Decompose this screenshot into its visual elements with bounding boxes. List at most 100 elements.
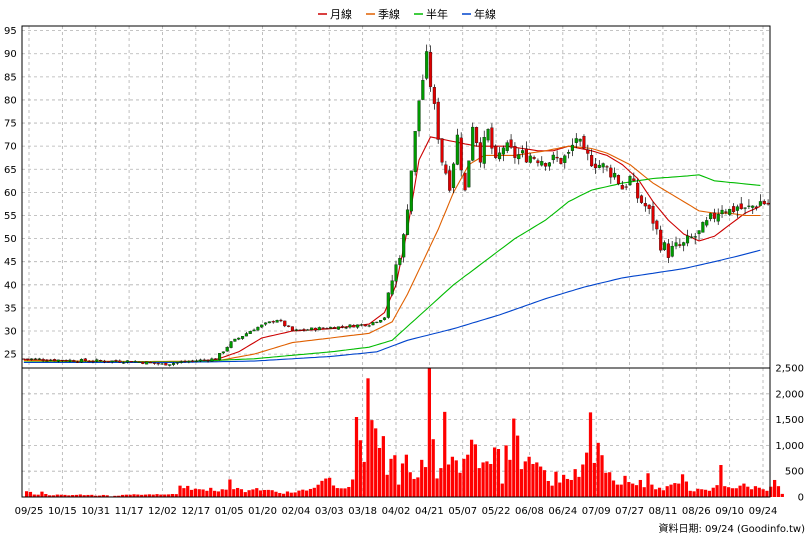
candle-body bbox=[659, 229, 663, 251]
candle-body bbox=[405, 209, 410, 235]
candle-body bbox=[141, 361, 145, 364]
volume-bar bbox=[719, 465, 723, 497]
volume-bar bbox=[504, 445, 508, 497]
legend-label-1: 季線 bbox=[378, 7, 400, 21]
volume-bar bbox=[508, 459, 512, 497]
volume-bar bbox=[293, 492, 297, 497]
volume-bar bbox=[151, 494, 155, 497]
volume-bar bbox=[163, 494, 167, 497]
volume-bar bbox=[404, 454, 408, 497]
volume-tick-label: 500 bbox=[785, 467, 804, 478]
candle-body bbox=[26, 358, 30, 360]
volume-bar bbox=[473, 444, 478, 497]
volume-bar bbox=[182, 488, 186, 497]
volume-bar bbox=[28, 491, 33, 497]
volume-bar bbox=[166, 494, 171, 497]
candle-body bbox=[214, 358, 218, 360]
candle-body bbox=[179, 361, 183, 363]
candle-body bbox=[333, 327, 337, 330]
volume-bar bbox=[558, 482, 562, 497]
volume-bar bbox=[454, 460, 458, 497]
volume-bar bbox=[650, 484, 654, 497]
volume-bar bbox=[193, 488, 198, 497]
volume-bar bbox=[726, 487, 731, 497]
candle-body bbox=[475, 127, 479, 144]
candle-body bbox=[306, 329, 310, 331]
volume-bar bbox=[519, 469, 524, 497]
candle-body bbox=[567, 152, 571, 154]
candle-body bbox=[168, 364, 172, 366]
candle-body bbox=[325, 328, 329, 330]
candle-body bbox=[329, 327, 333, 329]
candle-body bbox=[137, 361, 141, 363]
volume-bar bbox=[105, 495, 109, 497]
volume-bar bbox=[270, 490, 274, 497]
legend-label-0: 月線 bbox=[330, 7, 352, 21]
volume-bar bbox=[71, 495, 75, 497]
candle-body bbox=[544, 163, 548, 167]
candle-body bbox=[76, 361, 80, 363]
candle-body bbox=[651, 206, 655, 224]
candle-body bbox=[540, 161, 544, 166]
volume-bar bbox=[535, 462, 539, 497]
candle-body bbox=[513, 146, 517, 158]
volume-bar bbox=[82, 495, 86, 497]
volume-bar bbox=[711, 487, 715, 497]
volume-bar bbox=[523, 461, 527, 497]
candle-body bbox=[248, 331, 252, 334]
volume-bar bbox=[569, 479, 573, 497]
volume-bar bbox=[458, 472, 462, 497]
candle-body bbox=[183, 361, 187, 363]
volume-bar bbox=[389, 458, 393, 497]
candle-body bbox=[402, 234, 406, 258]
candle-body bbox=[486, 129, 490, 141]
volume-bar bbox=[305, 490, 309, 497]
volume-bar bbox=[757, 487, 761, 497]
volume-bar bbox=[331, 485, 336, 497]
candle-body bbox=[313, 327, 317, 331]
volume-bar bbox=[132, 494, 136, 497]
candle-body bbox=[256, 326, 260, 331]
candle-body bbox=[471, 126, 475, 161]
candle-body bbox=[735, 206, 739, 211]
candle-body bbox=[241, 336, 245, 339]
volume-bar bbox=[738, 485, 742, 497]
candle-body bbox=[705, 220, 709, 226]
chart-legend: 月線 季線 半年 年線 bbox=[318, 7, 496, 21]
volume-bar bbox=[377, 447, 382, 497]
candle-body bbox=[720, 209, 724, 215]
volume-bar bbox=[201, 489, 205, 497]
candle-body bbox=[344, 327, 348, 329]
volume-bar bbox=[312, 487, 316, 497]
x-tick-label: 04/21 bbox=[415, 506, 444, 517]
candle-body bbox=[382, 317, 387, 320]
candle-body bbox=[755, 206, 759, 209]
volume-bar bbox=[316, 484, 320, 497]
candle-body bbox=[49, 359, 53, 361]
candle-body bbox=[662, 242, 667, 250]
x-tick-label: 12/17 bbox=[181, 506, 210, 517]
legend-label-2: 半年 bbox=[426, 7, 448, 21]
candle-body bbox=[202, 359, 206, 361]
candle-body bbox=[521, 150, 525, 154]
price-grid bbox=[22, 26, 770, 368]
candle-body bbox=[125, 360, 130, 363]
volume-bar bbox=[581, 464, 585, 497]
volume-bar bbox=[608, 472, 612, 497]
candle-body bbox=[106, 361, 110, 363]
volume-bar bbox=[435, 478, 439, 497]
candle-body bbox=[367, 325, 371, 327]
candle-body bbox=[517, 154, 521, 160]
volume-bar bbox=[661, 490, 665, 497]
candle-body bbox=[72, 360, 76, 362]
candle-body bbox=[605, 166, 609, 168]
candle-body bbox=[225, 347, 229, 352]
volume-bar bbox=[416, 477, 420, 497]
candle-body bbox=[501, 147, 505, 155]
candle-body bbox=[551, 154, 555, 161]
volume-bar bbox=[696, 488, 700, 497]
candle-body bbox=[751, 205, 755, 208]
volume-bar bbox=[339, 488, 343, 497]
candle-body bbox=[708, 213, 713, 220]
